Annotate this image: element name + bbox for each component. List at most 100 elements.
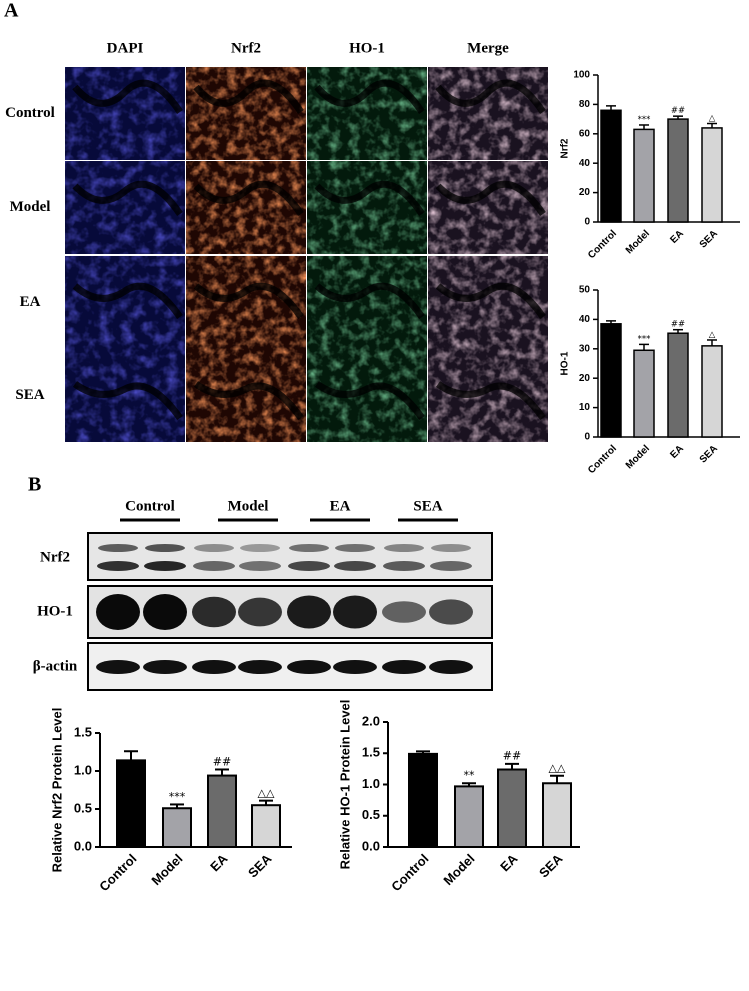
band — [383, 561, 425, 571]
tissue-fold — [72, 282, 183, 320]
column-label: HO-1 — [349, 40, 385, 56]
band — [430, 561, 472, 571]
tissue-fold — [314, 180, 425, 216]
band — [192, 660, 236, 674]
band — [238, 597, 282, 627]
tissue-fold — [72, 180, 183, 216]
group-label: EA — [330, 498, 351, 514]
x-tick-label: Model — [148, 851, 185, 888]
y-tick-label: 1.0 — [362, 776, 380, 791]
significance-label: ## — [503, 750, 522, 763]
micrograph-texture — [307, 67, 427, 160]
significance-label: ## — [213, 755, 232, 768]
bar — [207, 774, 237, 848]
y-tick-label: 10 — [579, 402, 591, 413]
y-axis-label: Nrf2 — [560, 138, 571, 158]
tissue-fold — [193, 282, 304, 320]
bar — [408, 752, 438, 848]
y-axis-label: Relative Nrf2 Protein Level — [49, 708, 64, 873]
tissue-fold — [193, 381, 304, 421]
band — [287, 660, 331, 674]
band — [335, 544, 375, 552]
micrograph-texture — [65, 349, 185, 442]
y-tick-label: 60 — [579, 128, 591, 139]
panel-label: A — [4, 0, 19, 22]
band — [384, 544, 424, 552]
micrograph-texture — [428, 349, 548, 442]
x-tick-label: SEA — [245, 851, 275, 881]
x-tick-label: Control — [586, 443, 619, 476]
column-label: DAPI — [107, 40, 144, 56]
group-label: Model — [228, 498, 269, 514]
x-tick-label: EA — [207, 851, 231, 875]
y-tick-label: 20 — [579, 373, 591, 384]
significance-label: ## — [671, 320, 685, 330]
tissue-fold — [314, 79, 425, 114]
x-tick-label: Control — [96, 851, 139, 894]
significance-label: △△ — [258, 786, 275, 799]
y-tick-label: 100 — [573, 70, 590, 81]
band — [144, 561, 186, 571]
band — [193, 561, 235, 571]
x-tick-label: EA — [497, 851, 521, 875]
y-tick-label: 40 — [579, 158, 591, 169]
x-tick-label: Model — [624, 228, 652, 256]
band — [96, 660, 140, 674]
group-label: Control — [125, 498, 175, 514]
tissue-fold — [435, 180, 546, 216]
y-tick-label: 0.5 — [74, 800, 92, 815]
bar — [701, 127, 723, 223]
blot-row-label: HO-1 — [37, 603, 73, 619]
bar — [542, 782, 572, 848]
significance-label: ## — [671, 106, 685, 116]
row-label: Control — [5, 105, 55, 121]
micrograph-texture — [186, 67, 306, 160]
band — [194, 544, 234, 552]
x-tick-label: SEA — [698, 443, 720, 465]
micrograph-texture — [65, 67, 185, 160]
row-label: Model — [10, 199, 51, 215]
significance-label: *** — [169, 790, 186, 803]
y-tick-label: 30 — [579, 343, 591, 354]
bar — [497, 768, 527, 848]
blot-row-label: β-actin — [33, 658, 78, 674]
tissue-fold — [193, 180, 304, 216]
micrograph-texture — [65, 161, 185, 254]
significance-label: △ — [709, 114, 716, 124]
bar — [667, 118, 689, 223]
tissue-fold — [435, 79, 546, 114]
band — [333, 595, 377, 629]
band — [239, 561, 281, 571]
micrograph-texture — [428, 161, 548, 254]
tissue-fold — [435, 381, 546, 421]
panel-label: B — [28, 474, 41, 496]
band — [238, 660, 282, 674]
band — [145, 544, 185, 552]
band — [382, 660, 426, 674]
micrograph-texture — [186, 161, 306, 254]
band — [143, 594, 187, 630]
band — [334, 561, 376, 571]
tissue-fold — [314, 381, 425, 421]
band — [240, 544, 280, 552]
band — [192, 596, 236, 628]
x-tick-label: Control — [586, 228, 619, 261]
western-blot: Control Model EA SEA Nrf2 HO-1 β-actin — [33, 498, 493, 691]
bar — [701, 345, 723, 438]
micrograph-texture — [307, 349, 427, 442]
band — [431, 544, 471, 552]
blot-row-label: Nrf2 — [40, 549, 70, 565]
x-tick-label: SEA — [536, 851, 566, 881]
x-tick-label: Control — [388, 851, 431, 894]
y-tick-label: 0 — [584, 432, 590, 443]
column-label: Merge — [467, 40, 509, 56]
y-tick-label: 50 — [579, 285, 591, 296]
band — [143, 660, 187, 674]
y-tick-label: 80 — [579, 99, 591, 110]
band — [96, 594, 140, 630]
immunofluorescence-grid: DAPI Nrf2 HO-1 Merge Control Model EA SEA — [5, 40, 548, 442]
bar — [600, 109, 622, 223]
x-tick-label: EA — [668, 228, 686, 246]
significance-label: ** — [463, 769, 475, 782]
